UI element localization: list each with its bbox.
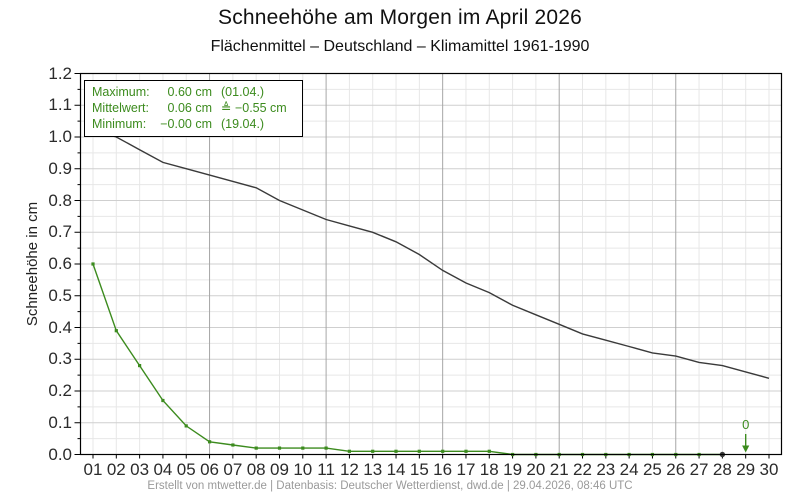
x-tick-label: 14	[386, 460, 406, 479]
legend-row-maximum: Maximum: 0.60 cm (01.04.)	[92, 85, 296, 101]
x-tick-label: 21	[549, 460, 569, 479]
y-tick-label: 0.3	[48, 349, 72, 369]
x-tick-label: 11	[317, 460, 335, 479]
y-tick-label: 0.1	[48, 412, 72, 432]
legend-label: Mittelwert:	[92, 100, 149, 115]
x-tick-label: 25	[642, 460, 662, 479]
stats-legend-box: Maximum: 0.60 cm (01.04.) Mittelwert: 0.…	[84, 80, 303, 138]
x-tick-label: 16	[433, 460, 453, 479]
climate-mean-line	[92, 129, 770, 379]
x-tick-label: 07	[223, 460, 243, 479]
y-tick-label: 0.4	[48, 317, 72, 337]
x-tick-label: 08	[246, 460, 266, 479]
legend-value: −0.00 cm	[160, 116, 212, 131]
zero-arrow-icon	[742, 434, 750, 453]
legend-row-mean: Mittelwert: 0.06 cm ≜ −0.55 cm	[92, 101, 296, 117]
x-tick-label: 15	[409, 460, 429, 479]
x-tick-label: 30	[759, 460, 779, 479]
legend-value: 0.60 cm	[167, 85, 212, 99]
legend-row-minimum: Minimum: −0.00 cm (19.04.)	[92, 117, 296, 133]
x-tick-label: 22	[573, 460, 592, 479]
x-tick-label: 01	[83, 460, 103, 479]
legend-extra: ≜ −0.55 cm	[221, 100, 287, 115]
x-tick-label: 03	[130, 460, 150, 479]
legend-extra: (19.04.)	[221, 116, 265, 131]
x-tick-label: 20	[526, 460, 546, 479]
x-tick-label: 04	[153, 460, 173, 479]
x-tick-label: 19	[503, 460, 523, 479]
y-tick-label: 0.5	[48, 285, 72, 305]
chart-title: Schneehöhe am Morgen im April 2026	[217, 6, 582, 29]
y-tick-label: 0.7	[48, 222, 72, 242]
x-tick-label: 24	[619, 460, 639, 479]
y-tick-label: 0.0	[48, 444, 72, 464]
x-tick-label: 12	[339, 460, 359, 479]
x-tick-label: 28	[712, 460, 732, 479]
x-tick-label: 29	[736, 460, 756, 479]
x-tick-label: 13	[363, 460, 383, 479]
plot-border	[79, 72, 783, 456]
x-tick-label: 10	[293, 460, 313, 479]
y-tick-label: 1.1	[48, 95, 72, 115]
legend-label: Minimum:	[92, 116, 147, 131]
x-tick-label: 18	[479, 460, 499, 479]
x-tick-label: 06	[200, 460, 219, 479]
legend-label: Maximum:	[92, 85, 150, 99]
y-tick-label: 1.2	[48, 63, 72, 83]
legend-extra: (01.04.)	[221, 85, 265, 99]
y-tick-label: 1.0	[48, 127, 72, 146]
zero-value-annotation: 0	[742, 417, 750, 432]
y-tick-label: 0.6	[48, 254, 72, 273]
x-tick-label: 17	[456, 460, 476, 479]
legend-value: 0.06 cm	[167, 100, 212, 115]
x-tick-label: 02	[106, 460, 126, 479]
y-tick-label: 0.8	[48, 190, 72, 210]
x-tick-label: 23	[596, 460, 616, 479]
chart-subtitle: Flächenmittel – Deutschland – Klimamitte…	[210, 38, 590, 55]
y-tick-label: 0.9	[48, 158, 72, 178]
x-tick-label: 27	[689, 460, 709, 479]
x-tick-label: 26	[666, 460, 686, 479]
y-tick-label: 0.2	[48, 381, 72, 400]
x-tick-label: 09	[270, 460, 289, 479]
attribution-footer: Erstellt von mtwetter.de | Datenbasis: D…	[147, 480, 633, 492]
x-tick-label: 05	[176, 460, 196, 479]
